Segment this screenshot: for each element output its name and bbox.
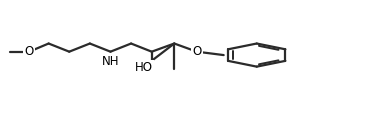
Text: O: O	[192, 45, 202, 58]
Text: NH: NH	[102, 55, 119, 68]
Text: O: O	[25, 45, 34, 58]
Text: HO: HO	[135, 61, 153, 74]
